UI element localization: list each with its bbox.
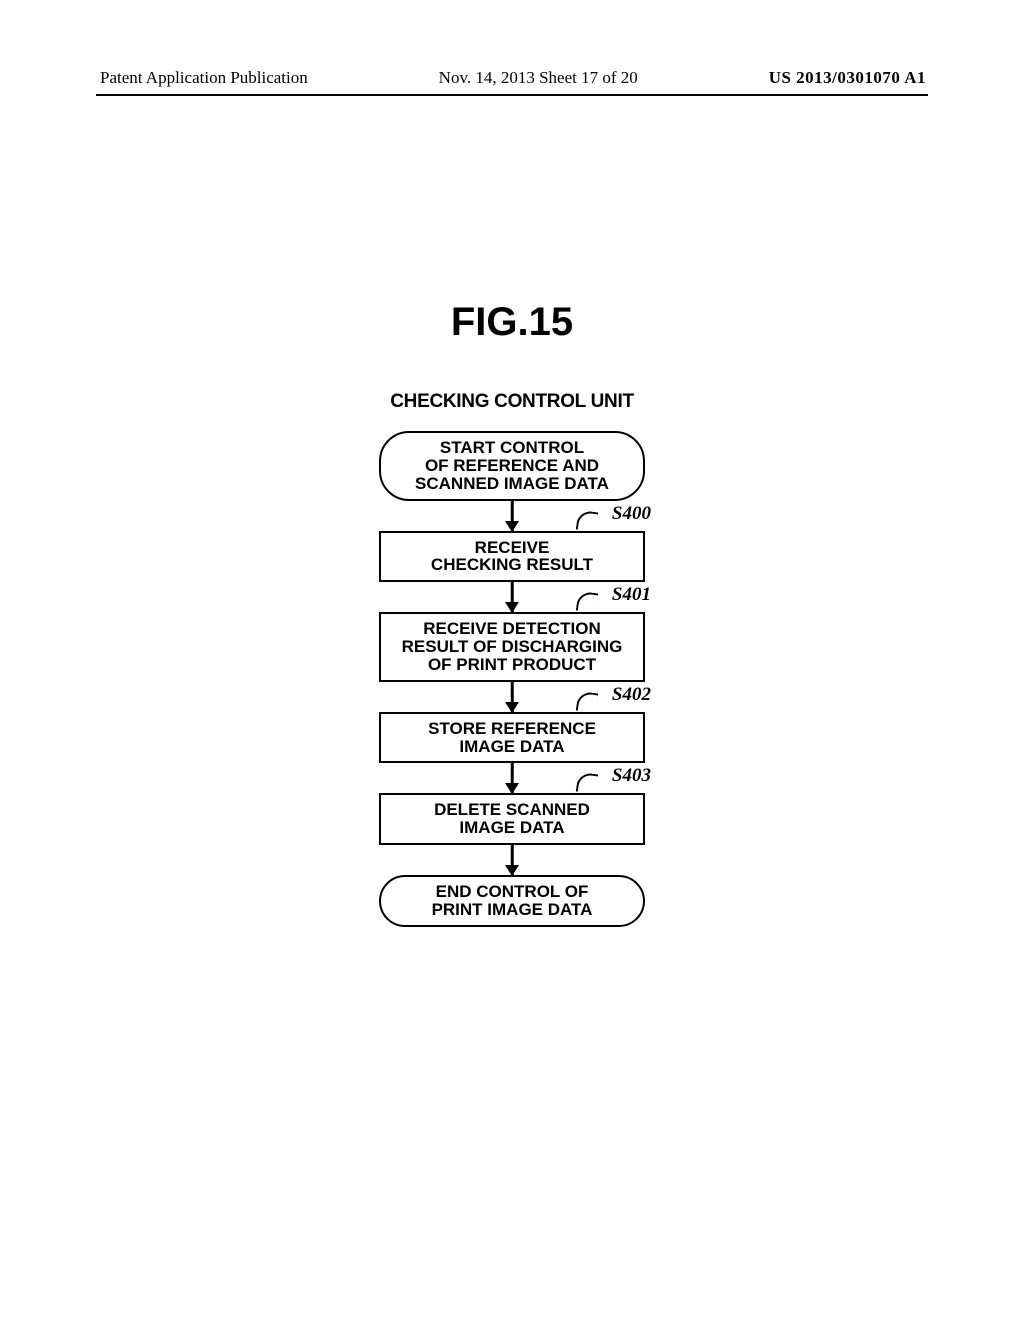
label-leader <box>576 772 599 795</box>
header-center: Nov. 14, 2013 Sheet 17 of 20 <box>439 68 638 88</box>
flowchart: START CONTROLOF REFERENCE ANDSCANNED IMA… <box>379 431 645 927</box>
page-header: Patent Application Publication Nov. 14, … <box>0 68 1024 88</box>
process-step: RECEIVECHECKING RESULT <box>379 531 645 583</box>
connector <box>379 845 645 875</box>
label-leader <box>576 690 599 713</box>
step-label: S400 <box>612 503 651 525</box>
arrowhead-icon <box>505 702 519 713</box>
connector: S400 <box>379 501 645 531</box>
label-leader <box>576 509 599 532</box>
step-label: S402 <box>612 684 651 706</box>
label-leader <box>576 591 599 614</box>
process-step: DELETE SCANNEDIMAGE DATA <box>379 793 645 845</box>
process-step: STORE REFERENCEIMAGE DATA <box>379 712 645 764</box>
arrowhead-icon <box>505 783 519 794</box>
connector: S402 <box>379 682 645 712</box>
connector: S401 <box>379 582 645 612</box>
arrowhead-icon <box>505 521 519 532</box>
figure-label: FIG.15 <box>451 300 573 345</box>
arrowhead-icon <box>505 602 519 613</box>
step-label: S401 <box>612 584 651 606</box>
connector: S403 <box>379 763 645 793</box>
terminator-start: START CONTROLOF REFERENCE ANDSCANNED IMA… <box>379 431 645 501</box>
terminator-end: END CONTROL OFPRINT IMAGE DATA <box>379 875 645 927</box>
step-label: S403 <box>612 765 651 787</box>
header-rule <box>96 94 928 96</box>
arrowhead-icon <box>505 865 519 876</box>
header-left: Patent Application Publication <box>100 68 308 88</box>
figure-area: FIG.15 CHECKING CONTROL UNIT START CONTR… <box>0 300 1024 927</box>
header-right: US 2013/0301070 A1 <box>769 68 926 88</box>
figure-subtitle: CHECKING CONTROL UNIT <box>390 391 634 413</box>
process-step: RECEIVE DETECTIONRESULT OF DISCHARGINGOF… <box>379 612 645 682</box>
